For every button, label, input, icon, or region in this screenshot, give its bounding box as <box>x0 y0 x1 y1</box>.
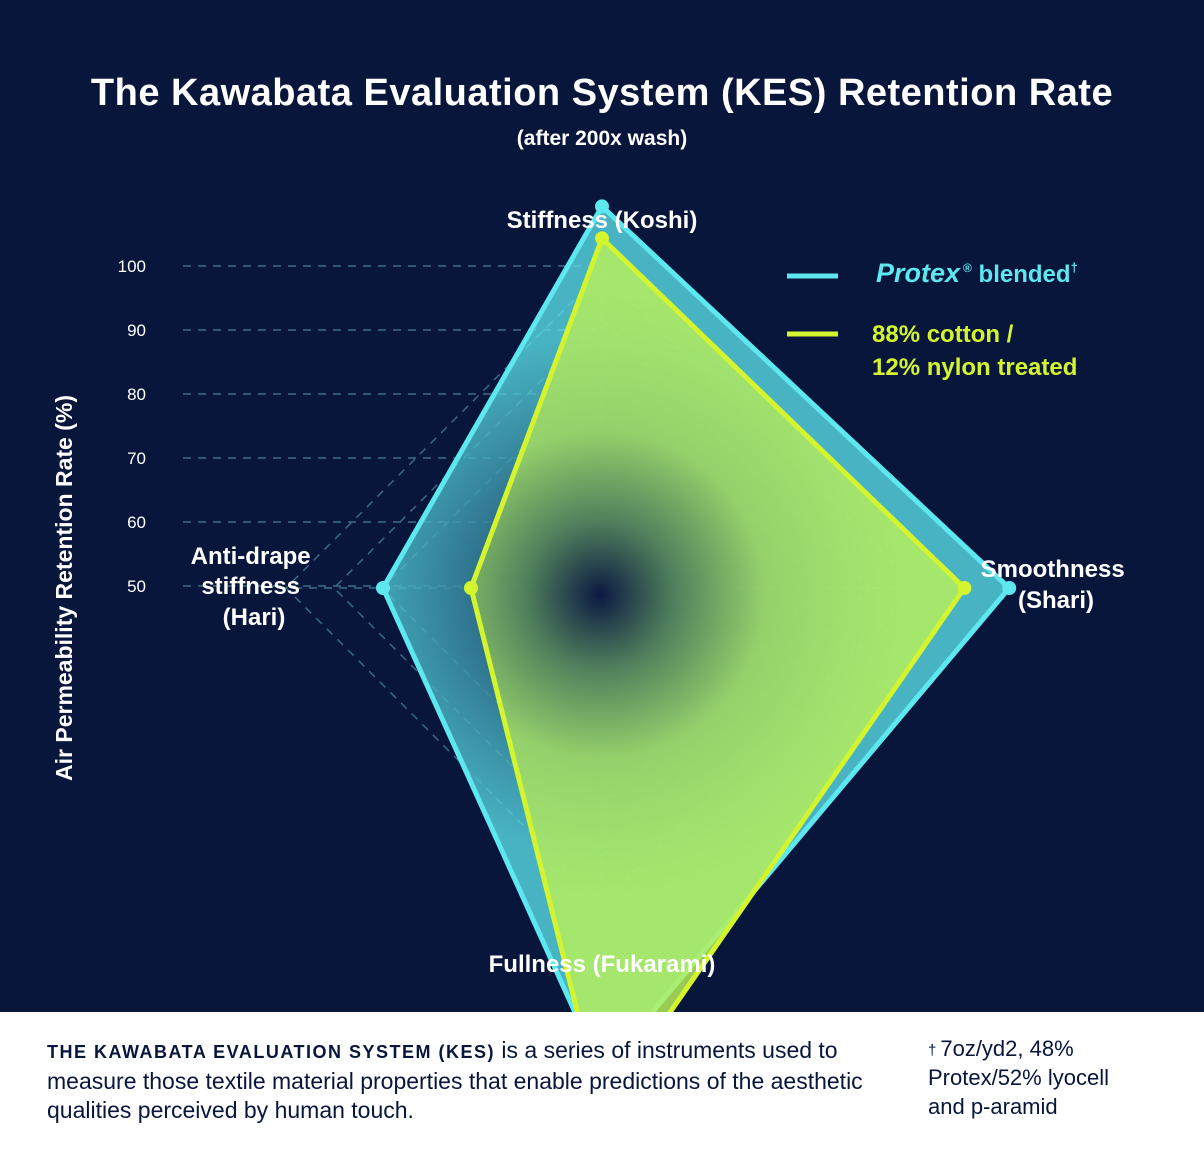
legend: Protex ® blended† 88% cotton / 12% nylon … <box>787 258 1078 381</box>
y-tick-label: 60 <box>127 513 146 532</box>
grid-ring <box>333 319 871 857</box>
radar-chart: 50 60 70 80 90 100 Air Permeability Retention… <box>51 199 1132 1012</box>
data-point-cotton <box>957 581 972 595</box>
data-point-protex <box>376 581 390 595</box>
axis-label-stiffness: Stiffness (Koshi) <box>507 207 698 234</box>
y-tick-label: 80 <box>127 385 146 404</box>
footer-description: THE KAWABATA EVALUATION SYSTEM (KES) is … <box>47 1036 907 1125</box>
footer: THE KAWABATA EVALUATION SYSTEM (KES) is … <box>0 1012 1204 1150</box>
legend-label-protex: Protex ® blended† <box>876 258 1078 288</box>
protex-brand-mark: Protex <box>876 258 961 288</box>
footnote: † 7oz/yd2, 48% Protex/52% lyocell and p-a… <box>928 1034 1168 1121</box>
footer-description-text: is a series of instruments used to measu… <box>47 1037 863 1123</box>
data-point-protex <box>1002 581 1017 595</box>
y-tick-label: 90 <box>127 321 146 340</box>
data-point-protex <box>595 199 609 214</box>
legend-label-cotton: 88% cotton / 12% nylon treated <box>872 321 1077 381</box>
y-tick-label: 100 <box>118 257 146 276</box>
footnote-marker: † <box>928 1042 937 1059</box>
chart-panel: The Kawabata Evaluation System (KES) Ret… <box>0 0 1204 1012</box>
data-point-cotton <box>595 231 609 246</box>
y-tick-label: 50 <box>127 577 146 596</box>
axis-label-smoothness: Smoothness (Shari) <box>981 556 1132 614</box>
axis-label-fullness: Fullness (Fukarami) <box>489 951 716 978</box>
data-point-cotton <box>464 581 478 595</box>
y-tick-label: 70 <box>127 449 146 468</box>
axis-label-anti-drape: Anti-drape stiffness (Hari) <box>191 543 318 631</box>
data-points <box>376 199 1017 595</box>
chart-title: The Kawabata Evaluation System (KES) Ret… <box>90 72 1114 114</box>
grid-ring <box>285 271 919 905</box>
chart-subtitle: (after 200x wash) <box>516 127 688 150</box>
y-axis-label: Air Permeability Retention Rate (%) <box>51 395 77 781</box>
footer-lead: THE KAWABATA EVALUATION SYSTEM (KES) <box>47 1042 495 1062</box>
series-cotton-area <box>468 235 967 1012</box>
footnote-text: 7oz/yd2, 48% Protex/52% lyocell and p-ar… <box>928 1036 1109 1119</box>
